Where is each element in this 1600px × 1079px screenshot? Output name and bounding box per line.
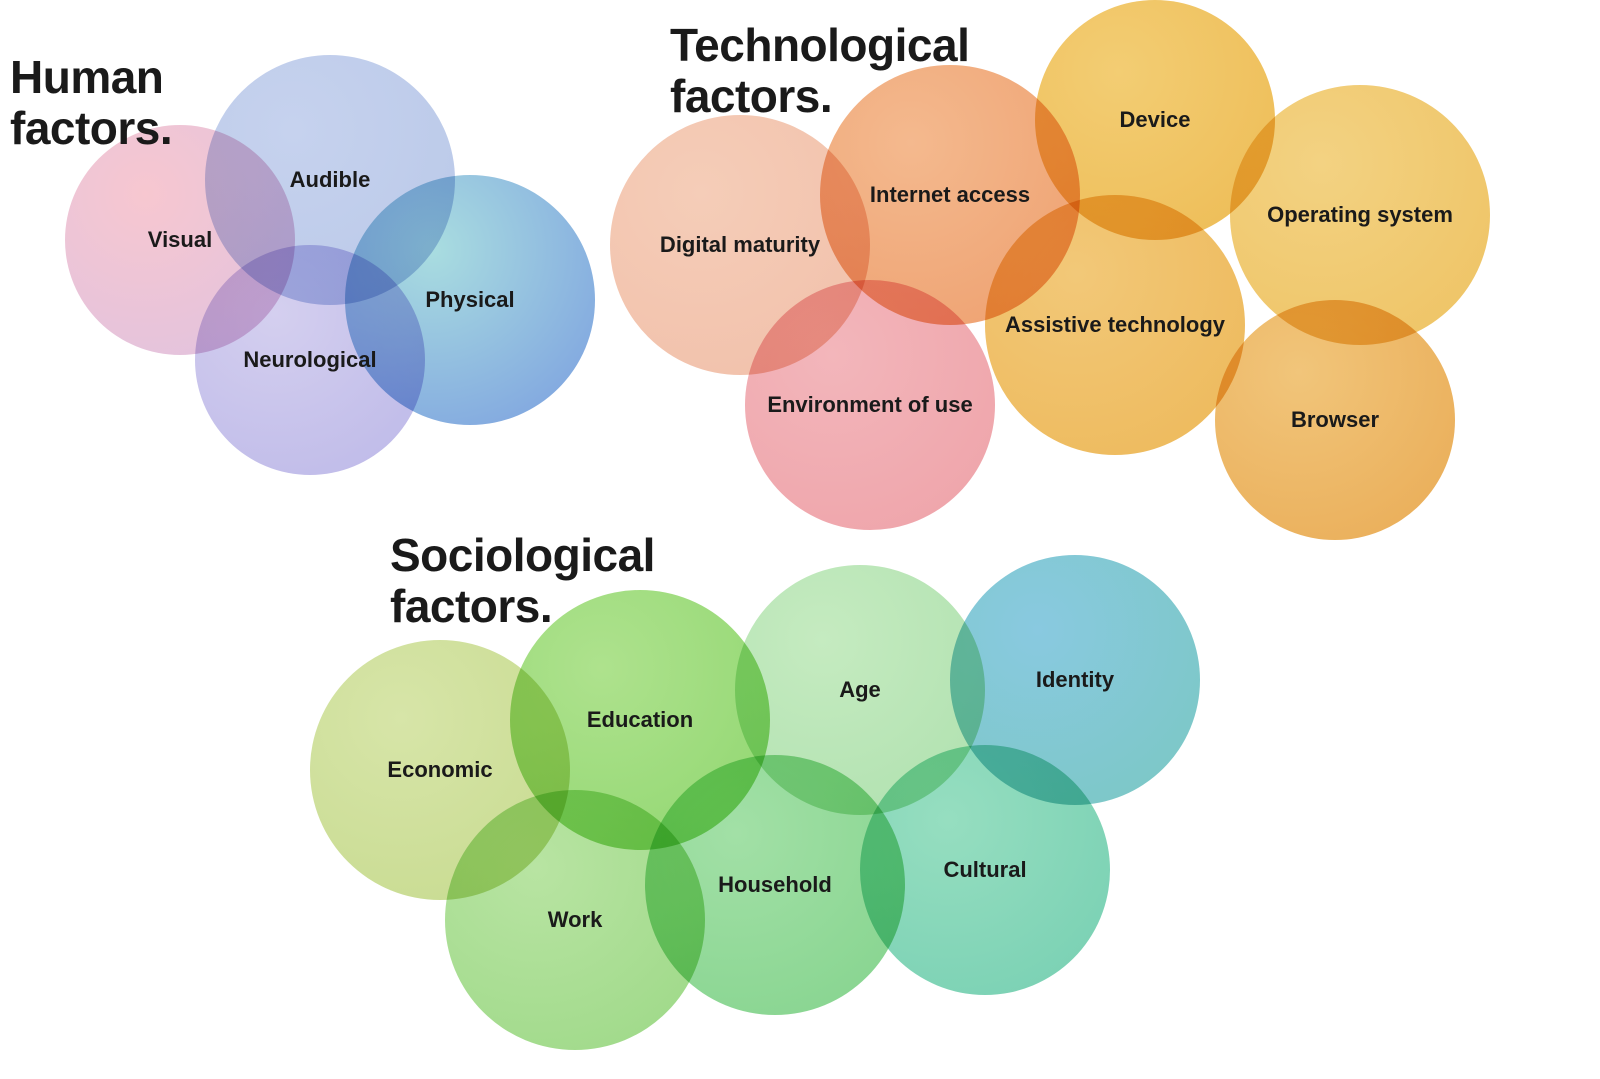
- bubble-label-digital-maturity: Digital maturity: [660, 232, 820, 258]
- bubble-label-household: Household: [718, 872, 832, 898]
- group-title-technological: Technological factors.: [670, 20, 969, 121]
- bubble-label-age: Age: [839, 677, 881, 703]
- bubble-label-cultural: Cultural: [943, 857, 1026, 883]
- bubble-label-internet-access: Internet access: [870, 182, 1030, 208]
- bubble-label-operating-system: Operating system: [1267, 202, 1453, 228]
- diagram-canvas: Visual Audible Neurological Physical Human f…: [0, 0, 1600, 1079]
- bubble-label-identity: Identity: [1036, 667, 1114, 693]
- bubble-label-neurological: Neurological: [243, 347, 376, 373]
- bubble-label-visual: Visual: [148, 227, 212, 253]
- bubble-label-economic: Economic: [387, 757, 492, 783]
- bubble-label-work: Work: [548, 907, 603, 933]
- bubble-label-education: Education: [587, 707, 693, 733]
- bubble-label-physical: Physical: [425, 287, 514, 313]
- bubble-label-assistive-tech: Assistive technology: [1005, 312, 1225, 338]
- bubble-label-device: Device: [1120, 107, 1191, 133]
- bubble-label-audible: Audible: [290, 167, 371, 193]
- group-title-human: Human factors.: [10, 52, 172, 153]
- bubble-label-environment-of-use: Environment of use: [767, 392, 972, 418]
- bubble-label-browser: Browser: [1291, 407, 1379, 433]
- group-title-sociological: Sociological factors.: [390, 530, 655, 631]
